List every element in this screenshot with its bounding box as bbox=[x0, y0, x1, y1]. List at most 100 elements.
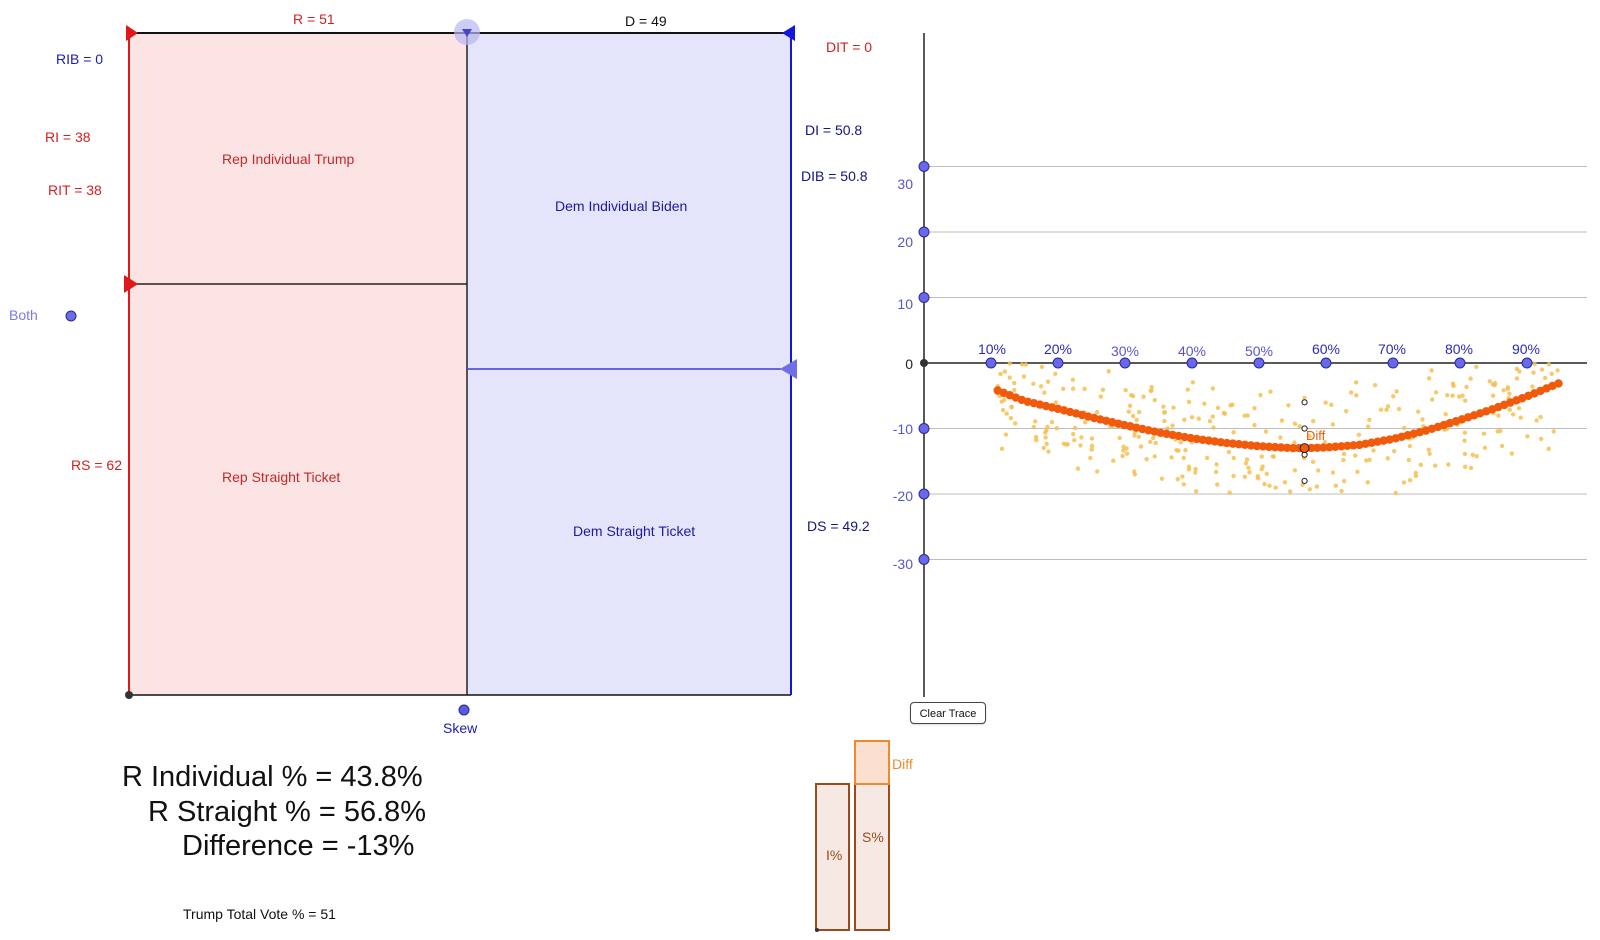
trace-point bbox=[1443, 412, 1448, 417]
trace-point bbox=[1501, 388, 1506, 393]
trace-point bbox=[1089, 436, 1095, 441]
trace-point bbox=[1391, 448, 1397, 454]
trace-point bbox=[1038, 384, 1044, 389]
trace-point bbox=[1189, 415, 1195, 420]
dit-label: DIT = 0 bbox=[826, 39, 873, 55]
blue-top-handle[interactable] bbox=[782, 25, 795, 41]
trace-point bbox=[1339, 488, 1344, 494]
trace-point bbox=[1463, 398, 1468, 403]
trace-point bbox=[1490, 393, 1496, 398]
y-tick-label: -10 bbox=[892, 421, 913, 437]
trace-point bbox=[1165, 426, 1170, 431]
trace-point bbox=[1302, 395, 1307, 401]
trace-point bbox=[1211, 425, 1216, 430]
trace-point bbox=[1464, 384, 1469, 390]
trace-point bbox=[1130, 413, 1136, 419]
diff-curve-point bbox=[1240, 440, 1250, 450]
y-tick-label: 10 bbox=[897, 296, 913, 312]
trace-point bbox=[1207, 418, 1213, 424]
clear-trace-button[interactable]: Clear Trace bbox=[910, 702, 986, 724]
trace-point bbox=[1149, 384, 1154, 390]
d-total-label: D = 49 bbox=[625, 13, 667, 29]
trace-point bbox=[1462, 451, 1468, 457]
trace-point bbox=[1307, 434, 1312, 439]
graph-origin-point bbox=[920, 359, 928, 367]
trace-point bbox=[1258, 392, 1263, 398]
trace-point bbox=[1094, 409, 1100, 415]
trace-point bbox=[1242, 413, 1247, 418]
trace-point bbox=[1333, 483, 1339, 488]
trace-point bbox=[1538, 414, 1543, 420]
trace-point bbox=[1429, 397, 1435, 402]
diff-curve-point bbox=[1349, 441, 1358, 450]
blue-split-handle[interactable] bbox=[780, 359, 797, 379]
trace-point bbox=[1031, 424, 1036, 430]
trace-point bbox=[1509, 451, 1515, 456]
trace-point bbox=[1181, 482, 1186, 487]
trace-point bbox=[1273, 485, 1278, 490]
trace-point bbox=[1215, 405, 1221, 411]
x-tick-label: 40% bbox=[1177, 343, 1207, 359]
red-split-handle[interactable] bbox=[124, 275, 138, 293]
trace-point bbox=[1315, 468, 1321, 473]
trace-point bbox=[1044, 441, 1049, 447]
trace-point bbox=[1341, 478, 1347, 484]
trace-point bbox=[1100, 387, 1106, 392]
trace-point bbox=[1551, 429, 1556, 434]
trace-point bbox=[1196, 416, 1202, 421]
trace-point bbox=[1243, 461, 1249, 466]
trace-point bbox=[1505, 385, 1510, 390]
trace-point bbox=[1393, 490, 1398, 496]
skew-point[interactable] bbox=[458, 704, 470, 716]
trace-point bbox=[1070, 377, 1076, 382]
red-top-handle[interactable] bbox=[126, 25, 138, 41]
trace-point bbox=[1391, 394, 1396, 399]
trace-point bbox=[1095, 469, 1100, 474]
marker-point bbox=[1301, 425, 1308, 432]
top-split-handle[interactable] bbox=[462, 29, 472, 37]
trace-point bbox=[1242, 474, 1248, 479]
trace-point bbox=[1518, 415, 1523, 420]
both-point[interactable] bbox=[65, 310, 77, 322]
x-tick-label: 80% bbox=[1444, 341, 1474, 357]
trace-point bbox=[1542, 375, 1548, 381]
ds-label: DS = 49.2 bbox=[807, 518, 870, 534]
trace-point bbox=[1498, 428, 1503, 434]
diff-curve-point bbox=[1288, 443, 1298, 453]
trace-point bbox=[1045, 379, 1051, 384]
trace-point bbox=[1516, 406, 1522, 411]
trace-point bbox=[1432, 463, 1438, 468]
trace-point bbox=[1354, 393, 1359, 398]
diff-curve-point bbox=[1319, 443, 1328, 452]
individual-bar-label: I% bbox=[826, 847, 843, 863]
trace-point bbox=[1041, 445, 1046, 451]
trace-point bbox=[1510, 412, 1516, 417]
y-tick-label: 0 bbox=[905, 356, 913, 372]
trace-point bbox=[1507, 407, 1513, 413]
trace-point bbox=[1367, 457, 1372, 463]
trace-point bbox=[1531, 370, 1536, 375]
trace-point bbox=[1402, 425, 1407, 431]
trace-point bbox=[1468, 376, 1473, 381]
trace-point bbox=[1121, 448, 1126, 453]
rep-straight-region bbox=[128, 284, 467, 695]
trace-point bbox=[1120, 453, 1125, 459]
trace-point bbox=[1416, 409, 1421, 414]
trace-point bbox=[1530, 384, 1535, 389]
x-axis-point bbox=[1186, 357, 1198, 369]
trace-point bbox=[1226, 449, 1232, 455]
trace-point bbox=[1278, 435, 1283, 440]
x-axis-point bbox=[1454, 357, 1466, 369]
trace-point bbox=[1227, 490, 1232, 495]
trace-point bbox=[1344, 408, 1349, 414]
trace-point bbox=[1460, 393, 1465, 398]
trace-point bbox=[1356, 432, 1362, 438]
trace-point bbox=[1171, 405, 1176, 410]
trace-point bbox=[1089, 443, 1095, 449]
trace-point bbox=[1151, 435, 1156, 441]
diff-graph bbox=[918, 33, 1587, 697]
trace-point bbox=[1330, 470, 1336, 475]
trace-point bbox=[1427, 451, 1432, 456]
trace-point bbox=[1128, 392, 1134, 398]
trace-point bbox=[1106, 369, 1111, 374]
